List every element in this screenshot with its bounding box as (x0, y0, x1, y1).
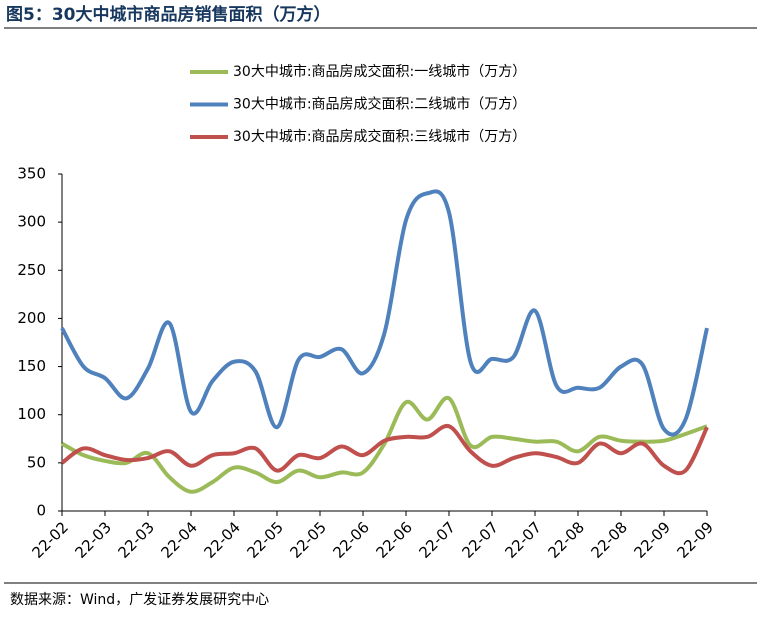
chart-title: 图5：30大中城市商品房销售面积（万方） (6, 4, 331, 25)
x-tick-label: 22-06 (329, 518, 373, 562)
x-tick-label: 22-08 (544, 518, 588, 562)
y-tick-label: 0 (36, 502, 46, 520)
x-tick-label: 22-09 (630, 518, 674, 562)
y-tick-label: 200 (17, 309, 46, 327)
y-tick-label: 50 (27, 453, 46, 471)
y-tick-label: 250 (17, 261, 46, 279)
x-tick-label: 22-07 (415, 518, 459, 562)
x-tick-label: 22-03 (114, 518, 158, 562)
legend-label: 30大中城市:商品房成交面积:一线城市（万方） (233, 63, 526, 80)
y-tick-label: 300 (17, 213, 46, 231)
x-tick-label: 22-03 (71, 518, 115, 562)
legend-label: 30大中城市:商品房成交面积:三线城市（万方） (233, 128, 526, 145)
x-tick-label: 22-05 (243, 518, 287, 562)
series-line (60, 189, 709, 437)
x-tick-label: 22-05 (286, 518, 330, 562)
x-tick-label: 22-02 (28, 518, 72, 562)
x-tick-label: 22-06 (372, 518, 416, 562)
x-tick-label: 22-07 (458, 518, 502, 562)
x-tick-label: 22-04 (200, 518, 244, 562)
x-tick-label: 22-04 (157, 518, 201, 562)
y-tick-label: 150 (17, 357, 46, 375)
x-tick-label: 22-08 (587, 518, 631, 562)
series-line (61, 395, 708, 494)
y-tick-label: 350 (17, 165, 46, 183)
x-tick-label: 22-07 (501, 518, 545, 562)
y-tick-label: 100 (17, 405, 46, 423)
series-line (60, 423, 709, 476)
x-tick-label: 22-09 (673, 518, 717, 562)
legend-label: 30大中城市:商品房成交面积:二线城市（万方） (233, 96, 526, 113)
source: 数据来源：Wind，广发证券发展研究中心 (10, 592, 269, 608)
